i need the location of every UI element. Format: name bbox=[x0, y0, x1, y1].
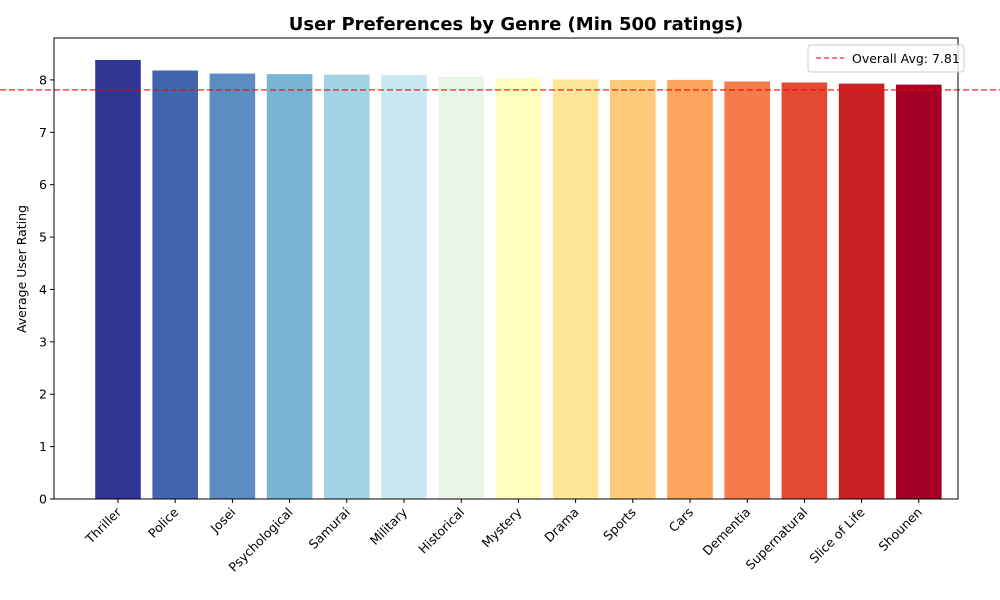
x-tick-label-historical: Historical bbox=[415, 505, 467, 557]
x-tick-label-josei: Josei bbox=[207, 505, 239, 537]
bar-historical bbox=[438, 76, 484, 500]
legend: Overall Avg: 7.81 bbox=[807, 44, 965, 73]
chart-title: User Preferences by Genre (Min 500 ratin… bbox=[289, 14, 743, 35]
legend-box bbox=[807, 44, 965, 73]
x-tick-label-slice-of-life: Slice of Life bbox=[806, 504, 868, 566]
legend-entry-overall-avg: Overall Avg: 7.81 bbox=[852, 51, 960, 66]
bar-dementia bbox=[724, 81, 770, 499]
y-tick-label-7: 7 bbox=[39, 125, 47, 140]
y-tick-label-2: 2 bbox=[39, 387, 47, 402]
x-tick-label-mystery: Mystery bbox=[479, 504, 525, 550]
x-tick-label-samurai: Samurai bbox=[306, 505, 353, 552]
bar-shounen bbox=[896, 84, 942, 499]
bar-cars bbox=[667, 79, 713, 500]
y-tick-label-1: 1 bbox=[39, 439, 47, 454]
bar-mystery bbox=[495, 78, 542, 500]
bar-psychological bbox=[266, 74, 313, 499]
bar-josei bbox=[209, 73, 256, 499]
bar-thriller bbox=[95, 60, 141, 499]
y-tick-label-4: 4 bbox=[39, 282, 47, 297]
y-tick-label-3: 3 bbox=[39, 334, 47, 349]
bar-military bbox=[381, 75, 427, 499]
bar-samurai bbox=[324, 74, 370, 499]
x-tick-label-police: Police bbox=[145, 504, 181, 540]
y-axis: 0 1 2 3 4 5 6 7 8 bbox=[39, 72, 54, 507]
plot-frame bbox=[53, 37, 959, 500]
bar-supernatural bbox=[781, 82, 828, 499]
y-tick-label-5: 5 bbox=[39, 230, 47, 245]
bar-police bbox=[152, 70, 198, 499]
x-tick-label-military: Military bbox=[367, 504, 411, 548]
x-tick-label-sports: Sports bbox=[600, 505, 639, 544]
x-tick-label-thriller: Thriller bbox=[82, 504, 125, 547]
x-tick-label-drama: Drama bbox=[541, 505, 581, 545]
bar-drama bbox=[552, 79, 599, 500]
x-tick-label-shounen: Shounen bbox=[875, 505, 924, 554]
y-tick-label-6: 6 bbox=[39, 177, 47, 192]
bar-slice-of-life bbox=[838, 83, 885, 499]
x-tick-label-cars: Cars bbox=[666, 505, 696, 535]
y-tick-label-8: 8 bbox=[39, 72, 47, 87]
y-axis-label: Average User Rating bbox=[14, 205, 29, 333]
y-tick-label-0: 0 bbox=[39, 492, 47, 507]
bars-group bbox=[95, 60, 942, 500]
x-tick-label-dementia: Dementia bbox=[699, 505, 753, 559]
bar-sports bbox=[610, 79, 656, 500]
